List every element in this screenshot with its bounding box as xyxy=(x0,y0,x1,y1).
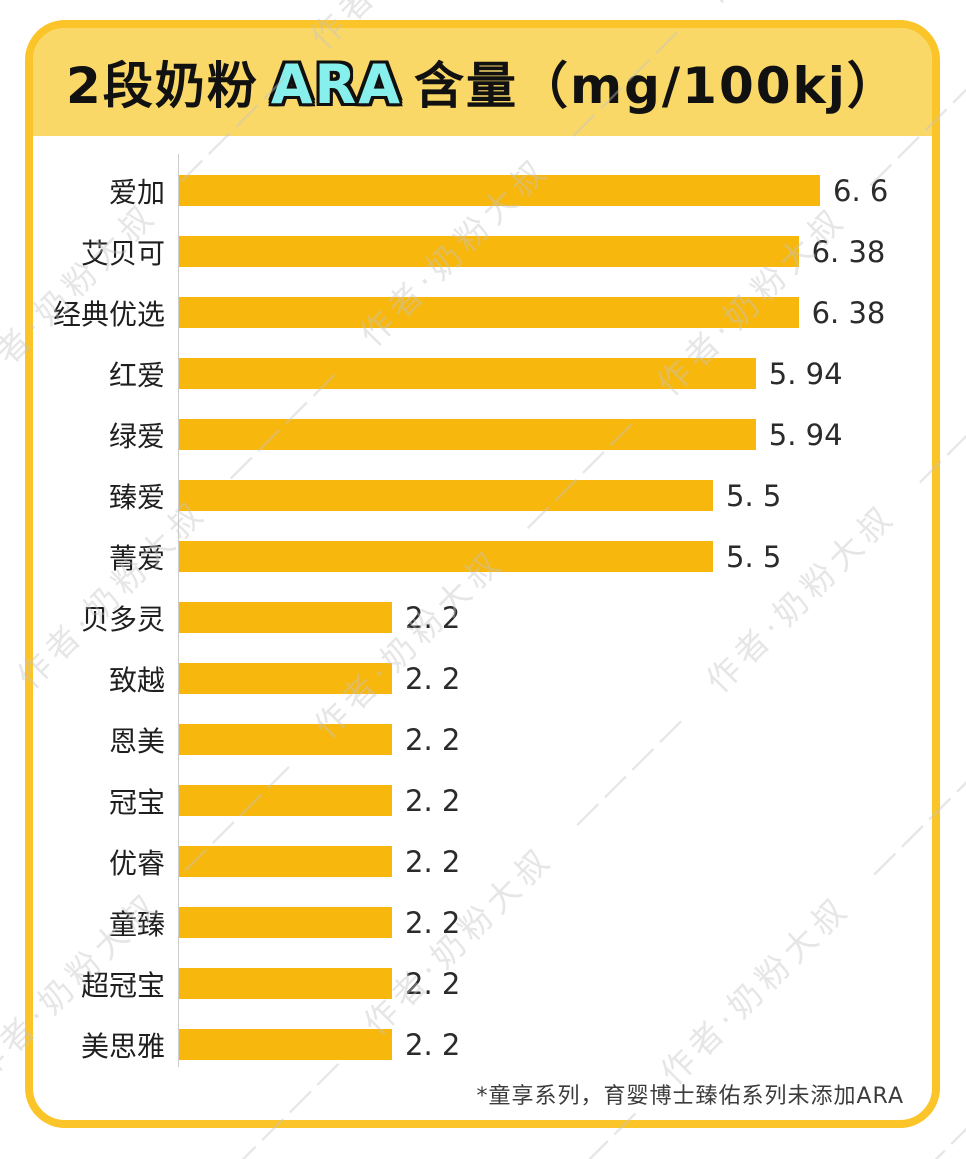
bar-row: 美思雅 2. 2 xyxy=(33,1014,932,1075)
bar-chart: 爱加 6. 6 艾贝可 6. 38 经典优选 6. 38 红爱 5. 94 绿爱 5. 94 臻爱 5… xyxy=(33,154,932,1075)
category-label: 艾贝可 xyxy=(80,236,165,270)
value-label: 5. 94 xyxy=(768,417,843,452)
category-label: 冠宝 xyxy=(108,785,165,819)
category-label: 超冠宝 xyxy=(80,968,165,1002)
bar xyxy=(178,846,392,877)
title-part1: 2段奶粉 xyxy=(66,57,259,115)
value-label: 2. 2 xyxy=(405,1027,461,1062)
value-label: 2. 2 xyxy=(405,905,461,940)
category-label: 童臻 xyxy=(108,907,165,941)
category-label: 美思雅 xyxy=(80,1029,165,1063)
value-label: 6. 6 xyxy=(833,173,889,208)
bar-row: 艾贝可 6. 38 xyxy=(33,221,932,282)
bar-row: 超冠宝 2. 2 xyxy=(33,953,932,1014)
y-axis-line xyxy=(178,154,179,1067)
bar-row: 臻爱 5. 5 xyxy=(33,465,932,526)
bar xyxy=(178,602,392,633)
value-label: 2. 2 xyxy=(405,600,461,635)
bar xyxy=(178,297,799,328)
value-label: 2. 2 xyxy=(405,966,461,1001)
title-part2: 含量（mg/100kj） xyxy=(414,57,899,115)
chart-header: 2段奶粉 ARA 含量（mg/100kj） xyxy=(33,28,932,136)
footnote: *童享系列，育婴博士臻佑系列未添加ARA xyxy=(476,1084,904,1109)
category-label: 红爱 xyxy=(108,358,165,392)
value-label: 5. 5 xyxy=(726,478,782,513)
bar-row: 恩美 2. 2 xyxy=(33,709,932,770)
bar-row: 贝多灵 2. 2 xyxy=(33,587,932,648)
bar xyxy=(178,968,392,999)
category-label: 菁爱 xyxy=(108,541,165,575)
bar-row: 菁爱 5. 5 xyxy=(33,526,932,587)
category-label: 优睿 xyxy=(108,846,165,880)
category-label: 致越 xyxy=(108,663,165,697)
category-label: 绿爱 xyxy=(108,419,165,453)
chart-title: 2段奶粉 ARA 含量（mg/100kj） xyxy=(66,46,899,118)
category-label: 恩美 xyxy=(108,724,165,758)
bar xyxy=(178,480,713,511)
value-label: 5. 94 xyxy=(768,356,843,391)
value-label: 6. 38 xyxy=(811,295,886,330)
category-label: 臻爱 xyxy=(108,480,165,514)
bar xyxy=(178,236,799,267)
bar xyxy=(178,907,392,938)
category-label: 爱加 xyxy=(108,175,165,209)
chart-frame: 2段奶粉 ARA 含量（mg/100kj） 爱加 6. 6 艾贝可 6. 38 经典优选 6.… xyxy=(25,20,940,1128)
value-label: 2. 2 xyxy=(405,783,461,818)
bar xyxy=(178,358,756,389)
bar-row: 绿爱 5. 94 xyxy=(33,404,932,465)
bar xyxy=(178,541,713,572)
bar-row: 经典优选 6. 38 xyxy=(33,282,932,343)
value-label: 2. 2 xyxy=(405,844,461,879)
bar-rows: 爱加 6. 6 艾贝可 6. 38 经典优选 6. 38 红爱 5. 94 绿爱 5. 94 臻爱 5… xyxy=(33,160,932,1075)
bar xyxy=(178,663,392,694)
title-highlight-ara: ARA xyxy=(270,53,403,116)
value-label: 5. 5 xyxy=(726,539,782,574)
category-label: 贝多灵 xyxy=(80,602,165,636)
bar xyxy=(178,724,392,755)
bar-row: 童臻 2. 2 xyxy=(33,892,932,953)
bar xyxy=(178,1029,392,1060)
value-label: 2. 2 xyxy=(405,661,461,696)
bar-row: 红爱 5. 94 xyxy=(33,343,932,404)
value-label: 2. 2 xyxy=(405,722,461,757)
bar xyxy=(178,419,756,450)
bar-row: 致越 2. 2 xyxy=(33,648,932,709)
bar-row: 冠宝 2. 2 xyxy=(33,770,932,831)
bar xyxy=(178,785,392,816)
bar xyxy=(178,175,820,206)
category-label: 经典优选 xyxy=(52,297,165,331)
value-label: 6. 38 xyxy=(811,234,886,269)
bar-row: 优睿 2. 2 xyxy=(33,831,932,892)
bar-row: 爱加 6. 6 xyxy=(33,160,932,221)
